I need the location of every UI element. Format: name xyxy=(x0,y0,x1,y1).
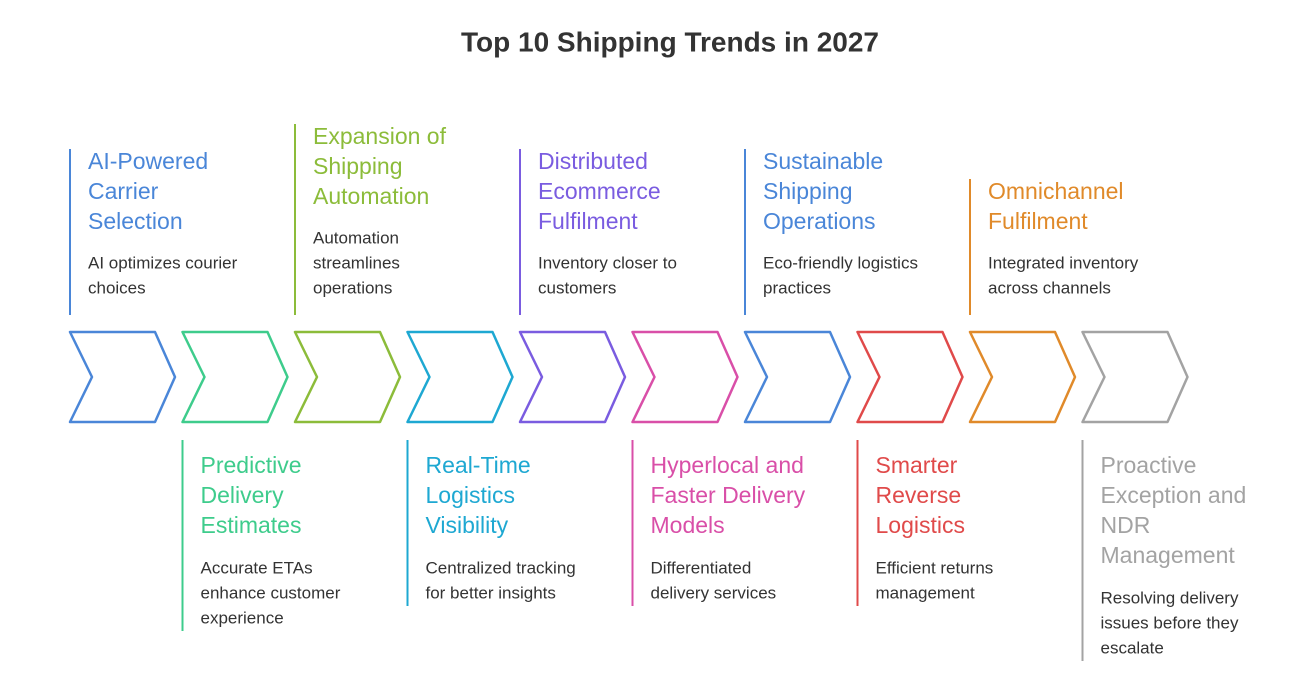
item-description: Centralized tracking xyxy=(426,558,576,577)
item-title: Operations xyxy=(763,208,876,234)
item-title: Selection xyxy=(88,208,183,234)
item-title: Omnichannel xyxy=(988,178,1124,204)
item-description: AI optimizes courier xyxy=(88,253,238,272)
chevron xyxy=(968,330,1077,424)
item-description: experience xyxy=(201,608,284,627)
item-description: management xyxy=(876,583,976,602)
chevron xyxy=(181,330,289,424)
item-description: operations xyxy=(313,278,392,297)
item-title: Automation xyxy=(313,183,429,209)
item-title: Expansion of xyxy=(313,123,447,149)
item-title: Reverse xyxy=(876,482,962,508)
item-title: Fulfilment xyxy=(988,208,1088,234)
item-title: Estimates xyxy=(201,512,302,538)
item-description: Accurate ETAs xyxy=(201,558,313,577)
chevron xyxy=(631,330,739,424)
item-title: Shipping xyxy=(313,153,403,179)
item-title: Models xyxy=(651,512,725,538)
chevron xyxy=(743,330,852,424)
chevron xyxy=(406,330,514,424)
item-title: Fulfilment xyxy=(538,208,638,234)
chevron xyxy=(68,330,177,424)
item-description: Differentiated xyxy=(651,558,752,577)
item-description: across channels xyxy=(988,278,1111,297)
chevron xyxy=(1081,330,1189,424)
item-description: streamlines xyxy=(313,253,400,272)
item-title: Visibility xyxy=(426,512,509,538)
item-description: practices xyxy=(763,278,831,297)
item-title: Smarter xyxy=(876,452,958,478)
item-description: Eco-friendly logistics xyxy=(763,253,918,272)
item-title: Logistics xyxy=(426,482,515,508)
chevron xyxy=(293,330,402,424)
item-title: Management xyxy=(1101,542,1236,568)
item-description: choices xyxy=(88,278,146,297)
item-title: Sustainable xyxy=(763,148,883,174)
item-description: escalate xyxy=(1101,638,1164,657)
item-title: Shipping xyxy=(763,178,853,204)
chevron xyxy=(518,330,627,424)
item-title: NDR xyxy=(1101,512,1151,538)
item-title: Hyperlocal and xyxy=(651,452,804,478)
item-title: Exception and xyxy=(1101,482,1247,508)
item-title: Carrier xyxy=(88,178,159,204)
chevron xyxy=(856,330,964,424)
item-title: Distributed xyxy=(538,148,648,174)
item-description: Resolving delivery xyxy=(1101,588,1239,607)
item-title: Ecommerce xyxy=(538,178,661,204)
item-description: Integrated inventory xyxy=(988,253,1139,272)
item-title: Delivery xyxy=(201,482,285,508)
item-title: Faster Delivery xyxy=(651,482,806,508)
item-description: enhance customer xyxy=(201,583,341,602)
item-title: Real-Time xyxy=(426,452,531,478)
item-description: for better insights xyxy=(426,583,556,602)
item-description: customers xyxy=(538,278,616,297)
item-description: Automation xyxy=(313,228,399,247)
item-description: Inventory closer to xyxy=(538,253,677,272)
item-description: issues before they xyxy=(1101,613,1239,632)
item-description: Efficient returns xyxy=(876,558,994,577)
item-title: Proactive xyxy=(1101,452,1197,478)
item-description: delivery services xyxy=(651,583,777,602)
item-title: Logistics xyxy=(876,512,965,538)
diagram-title: Top 10 Shipping Trends in 2027 xyxy=(461,26,879,57)
item-title: Predictive xyxy=(201,452,302,478)
item-title: AI-Powered xyxy=(88,148,208,174)
